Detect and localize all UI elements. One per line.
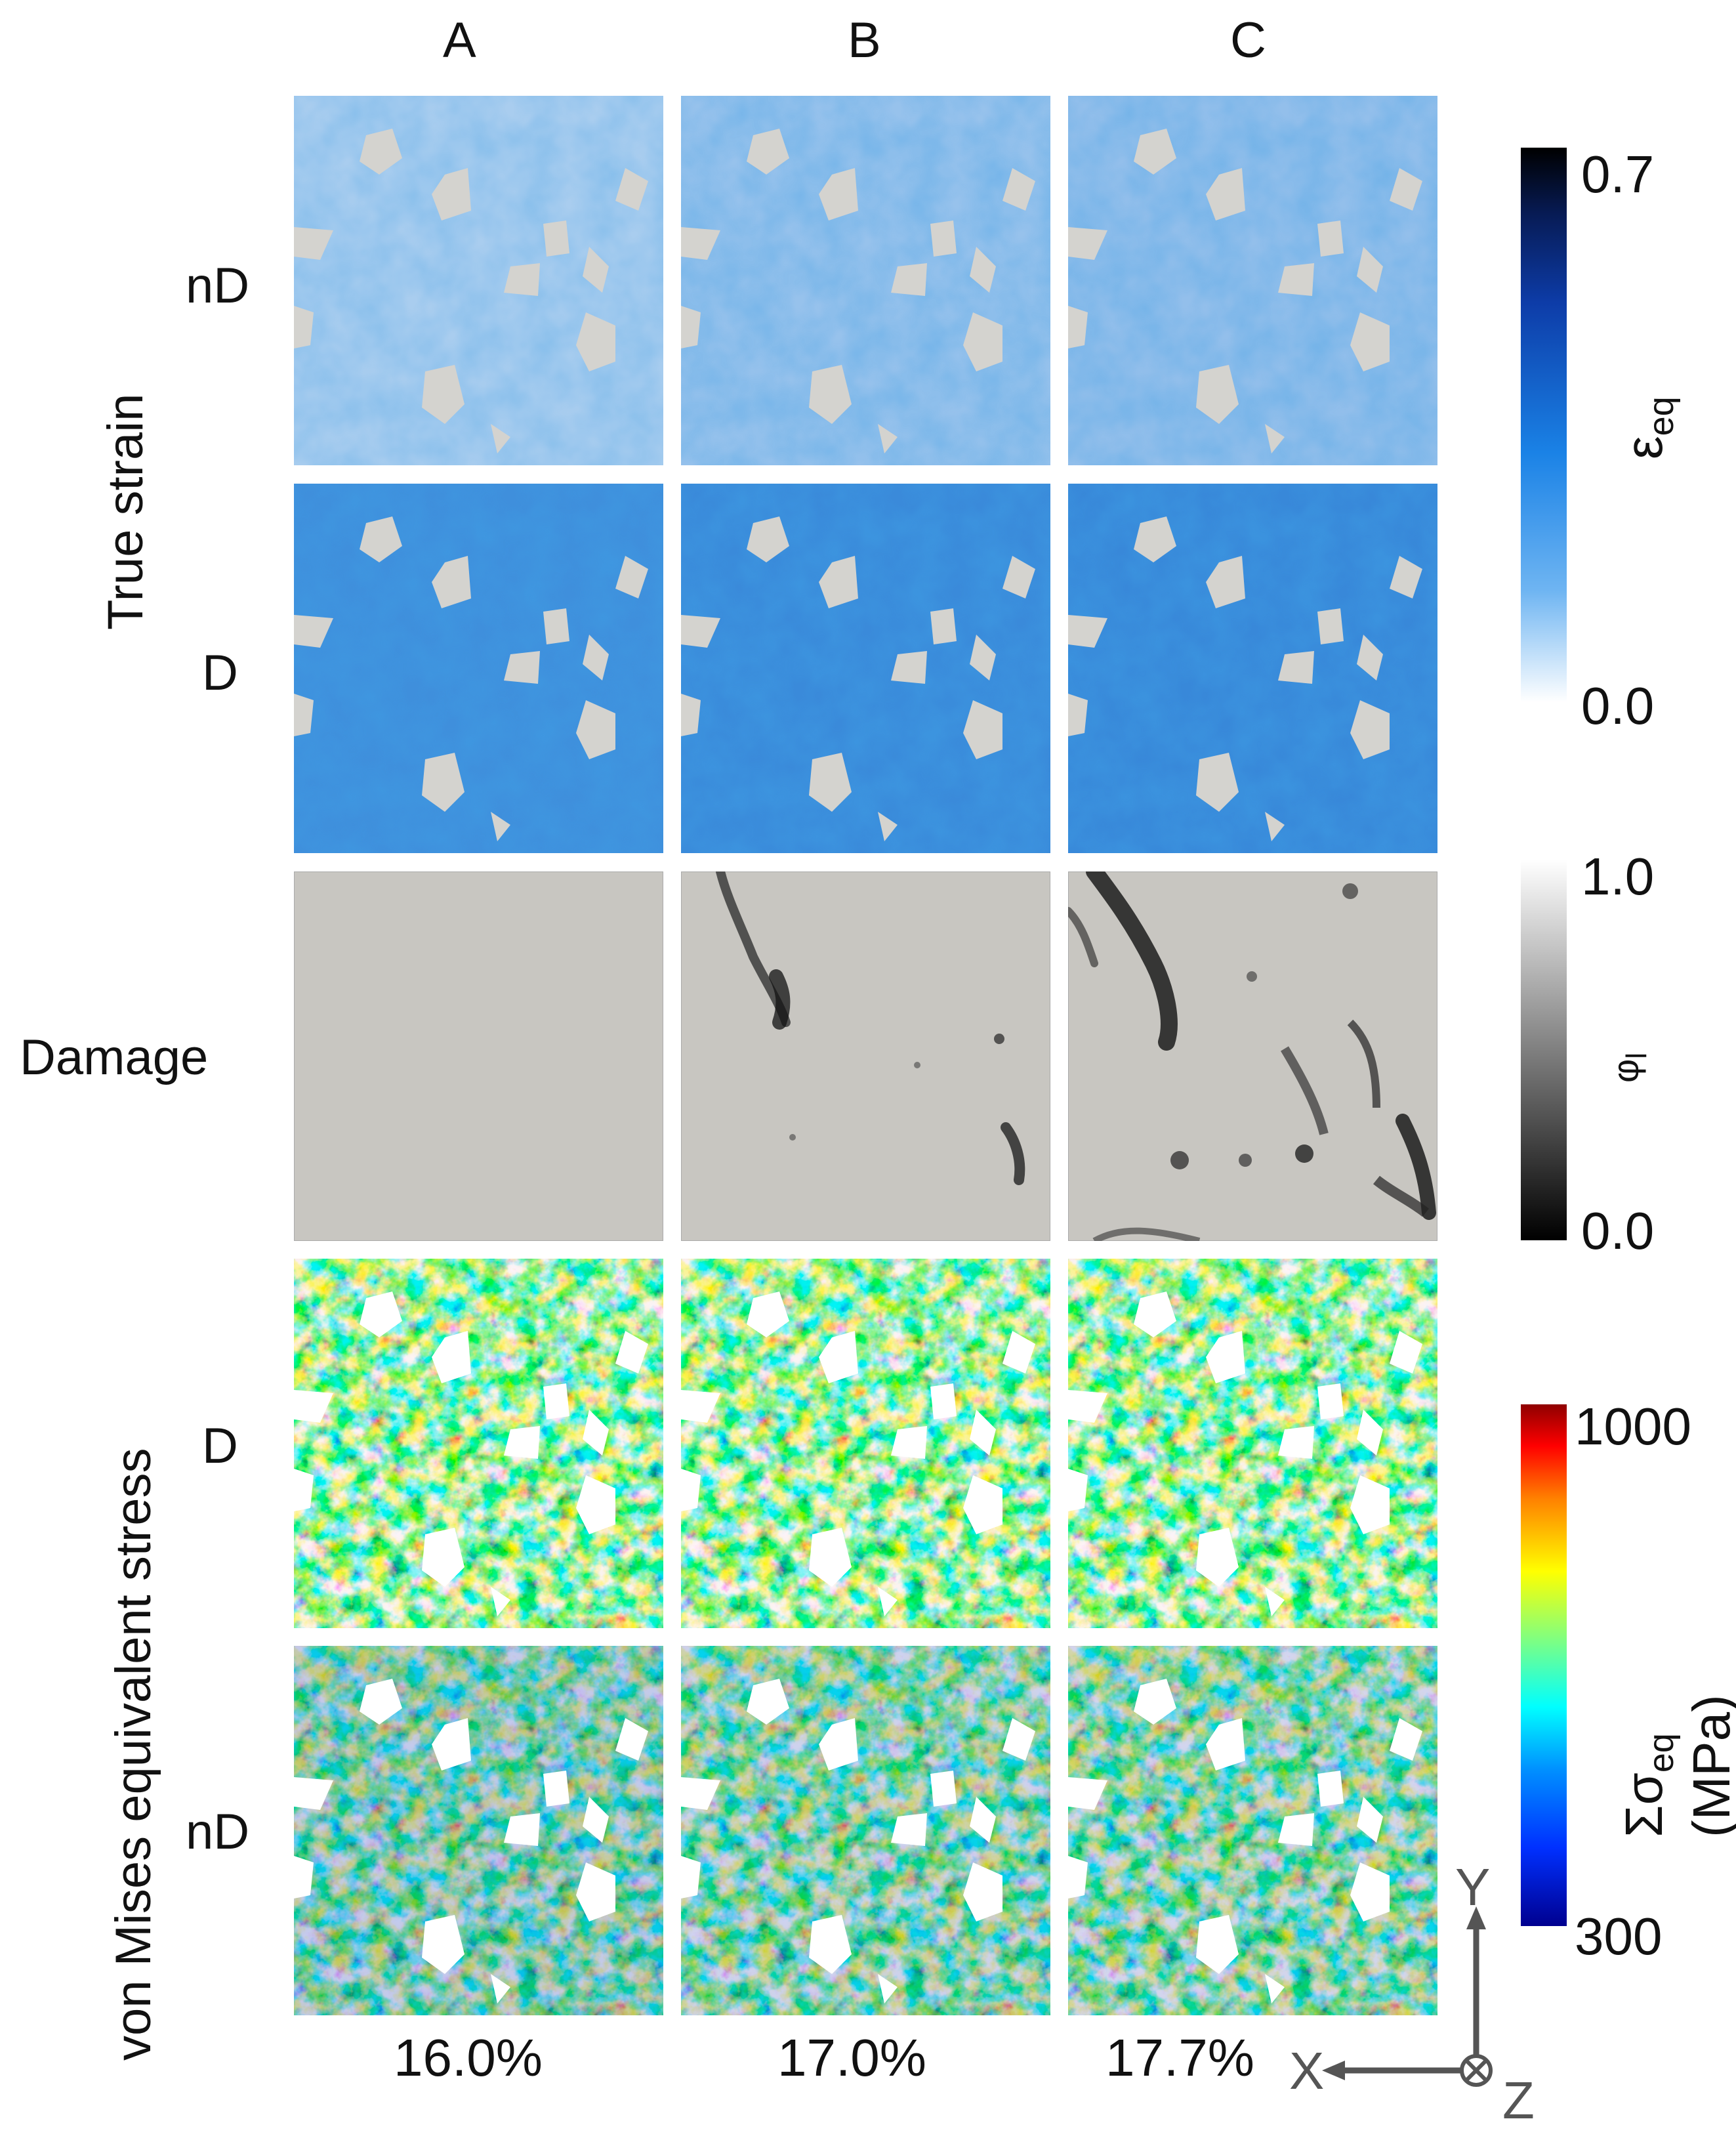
stress-colorbar-min: 300 — [1575, 1907, 1663, 1965]
coordinate-axes — [1322, 1906, 1493, 2087]
row-label-stress-d: D — [202, 1418, 238, 1474]
stress-colorbar-title: Σσeq (MPa) — [1615, 1694, 1736, 1837]
stress-d-panel-b — [681, 1259, 1050, 1628]
strain-colorbar-min: 0.0 — [1581, 677, 1655, 735]
strain-d-panel-a — [294, 484, 663, 853]
damage-panel-b — [681, 871, 1050, 1241]
strain-nd-panel-b — [681, 96, 1050, 465]
stress-d-panel-a — [294, 1259, 663, 1628]
stress-nd-panel-a — [294, 1646, 663, 2015]
damage-colorbar-min: 0.0 — [1581, 1202, 1655, 1260]
strain-d-panel-b — [681, 484, 1050, 853]
row-label-strain-nd: nD — [186, 258, 250, 314]
strain-value-c: 17.7% — [1106, 2028, 1254, 2087]
strain-colorbar — [1521, 148, 1567, 702]
damage-panel-c — [1068, 871, 1437, 1241]
x-axis-label: X — [1289, 2042, 1325, 2100]
y-axis-label: Y — [1455, 1858, 1491, 1916]
stress-nd-panel-b — [681, 1646, 1050, 2015]
stress-d-panel-c — [1068, 1259, 1437, 1628]
damage-colorbar-max: 1.0 — [1581, 847, 1655, 906]
von-mises-label: von Mises equivalent stress — [106, 1448, 161, 2061]
stress-colorbar-max: 1000 — [1575, 1397, 1691, 1456]
column-header-c: C — [1230, 12, 1266, 68]
strain-colorbar-max: 0.7 — [1581, 145, 1655, 203]
strain-colorbar-title: εeq — [1615, 396, 1681, 459]
row-label-stress-nd: nD — [186, 1804, 250, 1860]
stress-colorbar — [1521, 1404, 1567, 1926]
column-header-a: A — [443, 12, 476, 68]
strain-value-a: 16.0% — [394, 2028, 543, 2087]
true-strain-label: True strain — [98, 393, 154, 630]
strain-d-panel-c — [1068, 484, 1437, 853]
strain-value-b: 17.0% — [777, 2028, 926, 2087]
damage-panel-a — [294, 871, 663, 1241]
strain-nd-panel-c — [1068, 96, 1437, 465]
strain-nd-panel-a — [294, 96, 663, 465]
z-axis-label: Z — [1502, 2071, 1535, 2130]
row-label-strain-d: D — [202, 645, 238, 701]
column-header-b: B — [848, 12, 881, 68]
damage-colorbar-title: φl — [1605, 1052, 1653, 1083]
row-label-damage: Damage — [20, 1030, 209, 1085]
damage-colorbar — [1521, 860, 1567, 1240]
stress-nd-panel-c — [1068, 1646, 1437, 2015]
